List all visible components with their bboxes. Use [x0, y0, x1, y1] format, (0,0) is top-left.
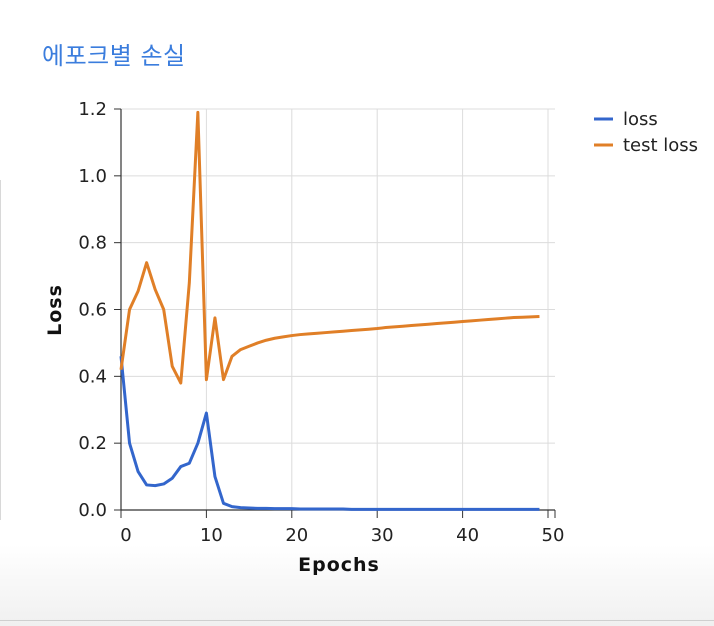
x-tick-label: 10 [200, 525, 223, 546]
y-tick-label: 0.2 [78, 433, 107, 454]
x-axis-label: Epochs [298, 554, 380, 576]
chart-title: 에포크별 손실 [42, 42, 186, 70]
y-tick-label: 0.0 [78, 500, 107, 521]
y-tick-label: 0.8 [78, 233, 107, 254]
y-axis-label: Loss [44, 284, 66, 336]
x-tick-label: 50 [542, 525, 565, 546]
x-tick-label: 40 [456, 525, 479, 546]
legend-label: test loss [623, 135, 698, 156]
y-axis-ticks: 0.0 0.2 0.4 0.6 0.8 1.0 1.2 [78, 99, 121, 521]
x-tick-label: 20 [285, 525, 308, 546]
panel-bottom-border [0, 620, 714, 621]
y-tick-label: 0.4 [78, 366, 107, 387]
series-lines [119, 110, 540, 511]
series-line-test-loss [119, 110, 540, 385]
series-line-loss [119, 356, 540, 511]
y-tick-label: 1.2 [78, 99, 107, 120]
panel-left-border [0, 180, 1, 520]
y-tick-label: 0.6 [78, 300, 107, 321]
x-tick-label: 0 [120, 525, 131, 546]
x-tick-label: 30 [371, 525, 394, 546]
legend-label: loss [623, 109, 658, 130]
x-axis-ticks: 0 10 20 30 40 50 [120, 510, 564, 546]
panel-bottom-shade [0, 545, 714, 626]
y-tick-label: 1.0 [78, 166, 107, 187]
grid-lines [121, 108, 555, 510]
legend: loss test loss [594, 109, 698, 156]
